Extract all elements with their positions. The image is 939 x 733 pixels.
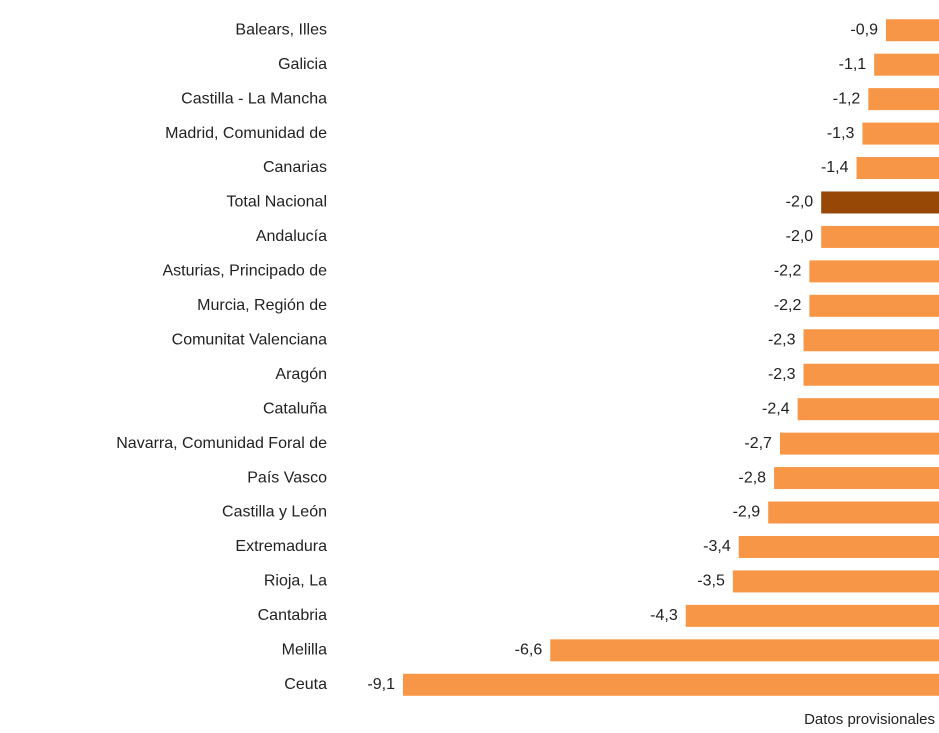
category-label: Cataluña [263,400,327,417]
bar [821,191,939,214]
category-label: País Vasco [247,469,327,486]
category-label: Madrid, Comunidad de [165,125,327,142]
value-label: -2,3 [768,366,796,383]
bar [809,294,939,317]
bar [856,157,939,180]
value-label: -1,2 [833,90,861,107]
category-label: Cantabria [258,607,327,624]
category-label: Balears, Illes [235,21,327,38]
value-label: -2,2 [774,263,802,280]
bar [809,260,939,283]
category-label: Ceuta [284,676,327,693]
category-label: Andalucía [256,228,327,245]
value-label: -2,2 [774,297,802,314]
value-label: -2,0 [786,194,814,211]
bar [779,432,939,455]
category-label: Castilla - La Mancha [181,90,327,107]
category-label: Murcia, Región de [197,297,327,314]
value-label: -6,6 [515,642,543,659]
bar [403,673,939,696]
bar [885,19,939,42]
bar [774,467,939,490]
bar [768,501,939,524]
value-label: -2,8 [738,469,766,486]
value-label: -4,3 [650,607,678,624]
value-label: -1,3 [827,125,855,142]
bar [738,535,939,558]
category-label: Rioja, La [264,573,327,590]
value-label: -1,4 [821,159,849,176]
bar [803,329,939,352]
value-label: -2,0 [786,228,814,245]
value-label: -2,4 [762,400,790,417]
category-label: Aragón [275,366,327,383]
category-label: Extremadura [235,538,327,555]
category-label: Galicia [278,56,327,73]
bar [550,639,939,662]
footnote: Datos provisionales [804,711,935,728]
value-label: -2,7 [744,435,772,452]
bar [862,122,939,145]
category-label: Total Nacional [227,194,328,211]
value-label: -0,9 [850,21,878,38]
value-label: -2,9 [733,504,761,521]
value-label: -3,4 [703,538,731,555]
category-label: Asturias, Principado de [162,263,327,280]
bar [797,398,939,421]
category-label: Comunitat Valenciana [172,331,327,348]
category-label: Castilla y León [222,504,327,521]
bar [803,363,939,386]
value-label: -2,3 [768,331,796,348]
bar [732,570,939,593]
bar [821,225,939,248]
category-label: Navarra, Comunidad Foral de [116,435,327,452]
bar [874,53,939,76]
bar [685,604,939,627]
bar [868,88,939,111]
value-label: -9,1 [367,676,395,693]
category-label: Canarias [263,159,327,176]
category-label: Melilla [282,642,327,659]
value-label: -3,5 [697,573,725,590]
value-label: -1,1 [839,56,867,73]
